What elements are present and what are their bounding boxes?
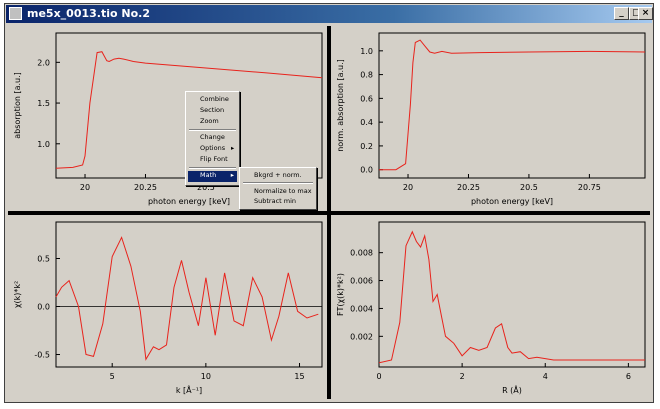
menu-separator xyxy=(243,182,313,184)
menu-item-math-label: Math xyxy=(200,171,217,179)
x-tick-label: 6 xyxy=(626,372,631,381)
y-tick-label: 0.0 xyxy=(360,166,373,175)
x-tick-label: 20.25 xyxy=(134,183,157,192)
y-tick-label: 0.006 xyxy=(350,277,373,286)
x-tick-label: 0 xyxy=(376,372,381,381)
chi-k-chart: 5 10 15 -0.5 0.0 0.5 k [Å⁻¹] χ(k)*k² xyxy=(13,221,323,395)
y-axis-label: χ(k)*k² xyxy=(13,281,22,308)
y-tick-label: 0.002 xyxy=(350,332,373,341)
ft-plot-panel[interactable]: 0 2 4 6 0.002 0.004 0.006 0.008 R (Å) FT(χ(k)*k²) xyxy=(331,215,650,399)
y-tick-label: 0.2 xyxy=(360,142,373,151)
data-series-line xyxy=(55,51,323,169)
y-tick-label: 0.004 xyxy=(350,304,373,313)
menu-item-zoom[interactable]: Zoom xyxy=(200,117,219,125)
menu-item-normalize-to-max[interactable]: Normalize to max xyxy=(254,187,312,195)
chi-k-plot-panel[interactable]: 5 10 15 -0.5 0.0 0.5 k [Å⁻¹] χ(k)*k² xyxy=(8,215,327,399)
x-axis-label: photon energy [keV] xyxy=(148,197,230,206)
submenu-arrow-icon: ▸ xyxy=(231,144,235,152)
norm-absorption-plot-panel[interactable]: 20 20.25 20.5 20.75 0.0 0.2 0.4 0.6 0.8 1.0 photon… xyxy=(331,26,650,211)
plot-frame xyxy=(55,221,323,368)
menu-item-options[interactable]: Options xyxy=(200,144,226,152)
y-tick-label: -0.5 xyxy=(34,351,50,360)
x-axis-label: k [Å⁻¹] xyxy=(176,384,202,395)
plot-frame xyxy=(378,221,646,368)
title-bar[interactable]: me5x_0013.tio No.2 _ □ × xyxy=(6,5,653,23)
y-tick-label: 1.0 xyxy=(37,140,50,149)
data-series-line xyxy=(379,39,646,171)
math-submenu: Bkgrd + norm. Normalize to max Subtract … xyxy=(239,167,317,210)
y-tick-label: 0.6 xyxy=(360,94,373,103)
menu-item-math[interactable]: Math ▸ xyxy=(188,171,237,182)
menu-item-flip-font[interactable]: Flip Font xyxy=(200,155,228,163)
x-tick-label: 5 xyxy=(110,372,115,381)
x-axis-label: photon energy [keV] xyxy=(471,197,553,206)
menu-separator xyxy=(189,167,236,169)
x-tick-label: 2 xyxy=(460,372,465,381)
x-tick-label: 20.5 xyxy=(197,183,215,192)
plot-frame xyxy=(378,32,646,179)
norm-absorption-chart: 20 20.25 20.5 20.75 0.0 0.2 0.4 0.6 0.8 1.0 photon… xyxy=(336,32,646,206)
submenu-arrow-icon: ▸ xyxy=(230,171,234,179)
minimize-button[interactable]: _ xyxy=(614,7,629,20)
y-tick-label: 1.5 xyxy=(37,99,50,108)
y-axis-label: norm. absorption [a.u.] xyxy=(336,59,345,152)
y-axis-label: absorption [a.u.] xyxy=(13,72,22,139)
x-tick-label: 20.5 xyxy=(520,183,538,192)
x-axis-label: R (Å) xyxy=(502,384,522,395)
y-tick-label: 0.5 xyxy=(37,254,50,263)
menu-item-combine[interactable]: Combine xyxy=(200,95,229,103)
y-tick-label: 0.008 xyxy=(350,249,373,258)
x-tick-label: 15 xyxy=(294,372,304,381)
plot-window: me5x_0013.tio No.2 _ □ × 2020.2520.520.7… xyxy=(4,3,654,403)
x-tick-label: 4 xyxy=(543,372,548,381)
x-tick-label: 20 xyxy=(80,183,90,192)
context-menu: Combine Section Zoom Change Options ▸ Fl… xyxy=(185,91,240,186)
x-tick-label: 20.75 xyxy=(578,183,601,192)
y-tick-label: 1.0 xyxy=(360,47,373,56)
menu-item-subtract-min[interactable]: Subtract min xyxy=(254,197,297,205)
data-series-line xyxy=(378,230,645,364)
x-tick-label: 20 xyxy=(403,183,413,192)
x-tick-label: 20.25 xyxy=(457,183,480,192)
app-icon xyxy=(9,7,22,20)
data-series-line xyxy=(55,236,319,361)
x-tick-label: 10 xyxy=(201,372,211,381)
y-tick-label: 0.0 xyxy=(37,303,50,312)
menu-item-change[interactable]: Change xyxy=(200,133,225,141)
y-tick-label: 0.4 xyxy=(360,118,373,127)
menu-item-bkgrd-norm[interactable]: Bkgrd + norm. xyxy=(254,171,302,179)
y-tick-label: 2.0 xyxy=(37,58,50,67)
fourier-transform-chart: 0 2 4 6 0.002 0.004 0.006 0.008 R (Å) FT(χ(k)*k²) xyxy=(336,221,646,395)
menu-item-section[interactable]: Section xyxy=(200,106,225,114)
close-button[interactable]: × xyxy=(638,7,653,20)
y-axis-label: FT(χ(k)*k²) xyxy=(336,273,345,316)
y-tick-label: 0.8 xyxy=(360,71,373,80)
menu-separator xyxy=(189,129,236,131)
window-title: me5x_0013.tio No.2 xyxy=(27,7,150,20)
